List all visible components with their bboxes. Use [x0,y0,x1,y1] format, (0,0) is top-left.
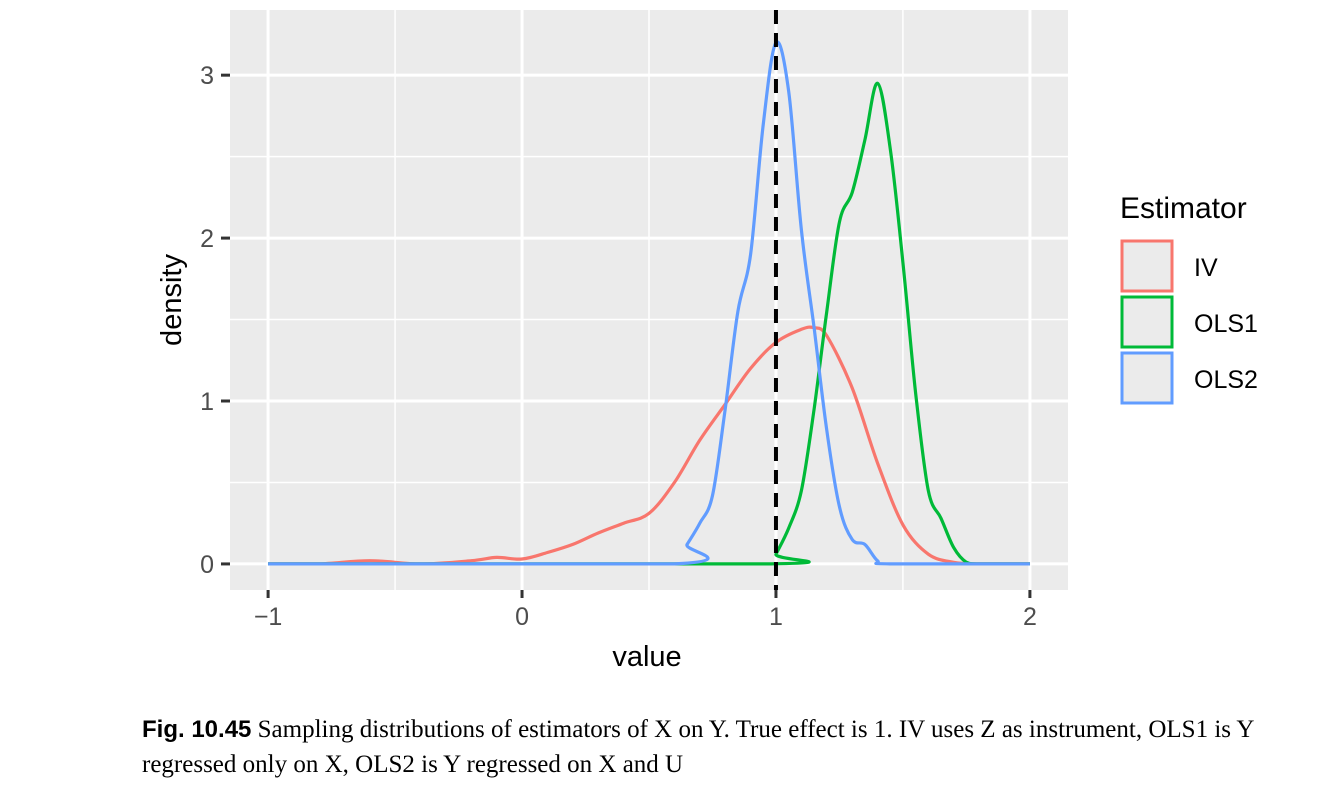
legend-key-iv [1120,239,1174,293]
y-tick-label: 0 [200,551,214,579]
y-axis-title: density [156,254,188,346]
y-axis: 0 1 2 3 [200,62,230,579]
density-chart: −1 0 1 2 0 1 2 3 value density Estimator IV OLS… [156,10,1258,673]
y-tick-label: 3 [200,62,214,90]
legend-label-iv: IV [1194,254,1218,282]
x-tick-label: −1 [254,603,283,631]
legend-key-ols1 [1120,295,1174,349]
x-tick-label: 0 [515,603,529,631]
legend-title: Estimator [1120,192,1247,225]
y-tick-label: 2 [200,225,214,253]
x-axis-title: value [612,641,681,673]
y-tick-label: 1 [200,388,214,416]
x-tick-label: 1 [769,603,783,631]
x-tick-label: 2 [1023,603,1037,631]
series-line-iv [268,325,1030,566]
legend-key-ols2 [1120,351,1174,405]
grid-minor [230,10,1068,590]
figure-caption-text: Sampling distributions of estimators of … [142,716,1254,778]
figure-label: Fig. 10.45 [142,716,252,743]
legend-label-ols1: OLS1 [1194,310,1258,338]
legend: Estimator IV OLS1 OLS2 [1120,192,1258,405]
series-line-ols1 [268,81,1030,566]
figure-caption: Fig. 10.45 Sampling distributions of est… [142,712,1322,782]
legend-label-ols2: OLS2 [1194,366,1258,394]
x-axis: −1 0 1 2 [254,590,1037,631]
